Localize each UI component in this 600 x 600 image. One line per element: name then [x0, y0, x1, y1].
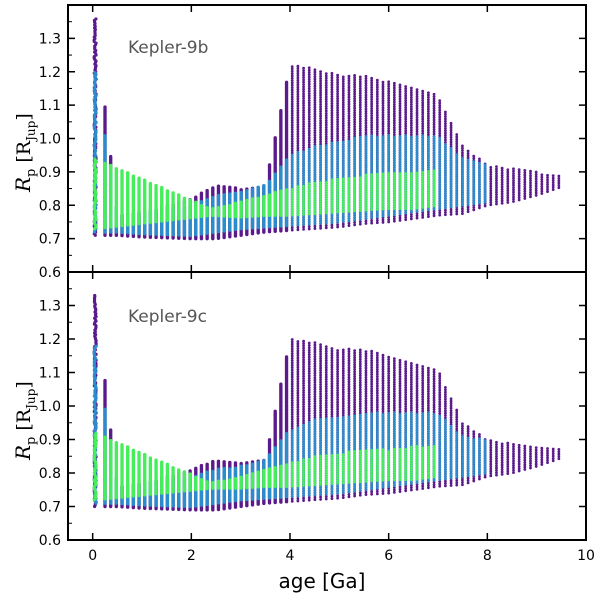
scatter-point: [279, 109, 282, 112]
scatter-point: [399, 83, 402, 86]
scatter-point: [268, 180, 271, 183]
scatter-point: [495, 165, 498, 168]
scatter-point: [262, 184, 265, 187]
scatter-point: [410, 87, 413, 90]
scatter-point: [217, 194, 220, 197]
scatter-point: [291, 154, 294, 157]
scatter-point: [512, 167, 515, 170]
scatter-point: [268, 163, 271, 166]
scatter-point: [217, 185, 220, 188]
scatter-point: [211, 196, 214, 199]
scatter-point: [433, 93, 436, 96]
scatter-point: [251, 187, 254, 190]
scatter-point: [314, 145, 317, 148]
scatter-point: [342, 141, 345, 144]
scatter-point: [296, 151, 299, 154]
scatter-point: [523, 169, 526, 172]
scatter-point: [557, 175, 560, 178]
scatter-point: [234, 186, 237, 189]
scatter-point: [348, 75, 351, 78]
scatter-point: [540, 173, 543, 176]
scatter-point: [319, 145, 322, 148]
scatter-point: [478, 157, 481, 160]
scatter-point: [365, 75, 368, 78]
scatter-point: [501, 167, 504, 170]
scatter-point: [506, 168, 509, 171]
panel-kepler-9b: 0.60.70.80.91.01.11.21.3 Kepler-9b Rp[RJ…: [11, 5, 586, 281]
scatter-point: [308, 148, 311, 151]
scatter-point: [205, 198, 208, 201]
scatter-point: [416, 88, 419, 91]
scatter-point: [103, 134, 106, 137]
scatter-point: [348, 140, 351, 143]
scatter-point: [427, 91, 430, 94]
scatter-point: [467, 150, 470, 153]
scatter-point: [194, 196, 197, 199]
scatter-point: [274, 136, 277, 139]
scatter-point: [274, 173, 277, 176]
scatter-point: [393, 82, 396, 85]
scatter-point: [109, 155, 112, 158]
scatter-point: [336, 141, 339, 144]
scatter-point: [279, 165, 282, 168]
scatter-point: [438, 99, 441, 102]
scatter-point: [285, 81, 288, 84]
scatter-point: [228, 186, 231, 189]
scatter-point: [444, 111, 447, 114]
scatter-point: [387, 80, 390, 83]
scatter-point: [222, 193, 225, 196]
scatter-point: [205, 189, 208, 192]
scatter-point: [308, 66, 311, 69]
scatter-point: [228, 192, 231, 195]
scatter-point: [314, 68, 317, 71]
scatter-point: [302, 67, 305, 70]
scatter-point: [296, 65, 299, 68]
scatter-point: [94, 17, 97, 20]
scatter-point: [245, 189, 248, 192]
scatter-point: [353, 74, 356, 77]
scatter-point: [376, 79, 379, 82]
figure: 0.60.70.80.91.01.11.21.3 Kepler-9b Rp[RJ…: [0, 0, 600, 600]
scatter-point: [325, 144, 328, 147]
scatter-point: [331, 72, 334, 75]
scatter-point: [518, 168, 521, 171]
scatter-point: [535, 171, 538, 174]
scatter-point: [93, 71, 96, 74]
scatter-point: [302, 151, 305, 154]
scatter-point: [404, 85, 407, 88]
scatter-point: [489, 166, 492, 169]
scatter-point: [370, 77, 373, 80]
scatter-point: [353, 137, 356, 140]
scatter-point: [336, 74, 339, 77]
scatter-point: [552, 174, 555, 177]
scatter-point: [256, 186, 259, 189]
scatter-point: [546, 174, 549, 177]
scatter-point: [450, 122, 453, 125]
scatter-point: [200, 192, 203, 195]
scatter-point: [234, 192, 237, 195]
scatter-point: [291, 65, 294, 68]
scatter-point: [325, 72, 328, 75]
scatter-point: [382, 81, 385, 84]
scatter-point: [200, 200, 203, 203]
scatter-point: [331, 142, 334, 145]
scatter-point: [239, 191, 242, 194]
scatter-point: [461, 144, 464, 147]
scatter-point: [319, 70, 322, 73]
scatter-point: [529, 170, 532, 173]
scatter-point: [211, 186, 214, 189]
scatter-point: [472, 155, 475, 158]
scatter-point: [103, 105, 106, 108]
scatter-point: [455, 133, 458, 136]
scatter-point: [359, 76, 362, 79]
scatter-point: [222, 185, 225, 188]
scatter-point: [285, 158, 288, 161]
scatter-point: [342, 75, 345, 78]
scatter-point: [421, 90, 424, 93]
scatter-point: [359, 136, 362, 139]
